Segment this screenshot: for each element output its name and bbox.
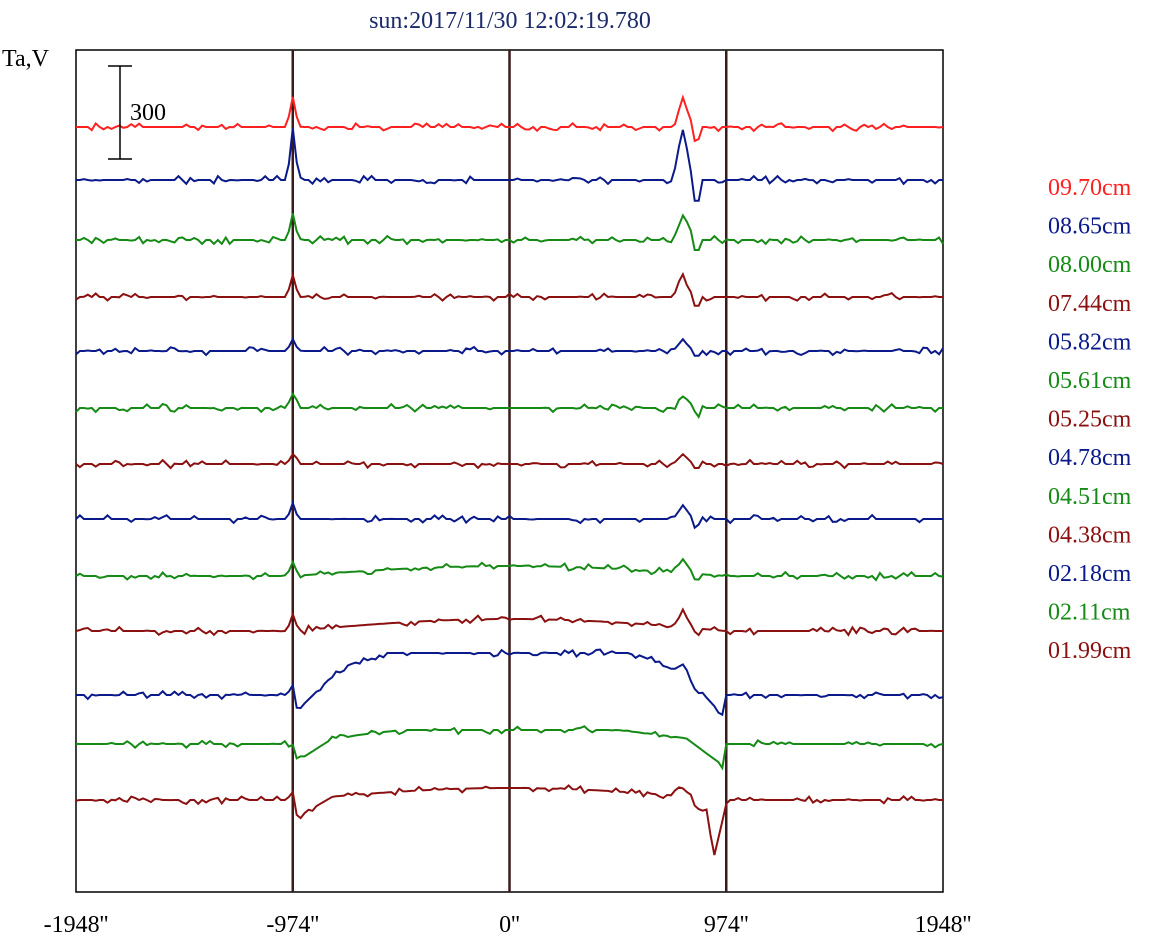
series-line-05.82cm xyxy=(75,336,944,357)
legend-entry-04.38cm: 04.38cm xyxy=(1048,522,1132,548)
legend-entry-08.00cm: 08.00cm xyxy=(1048,252,1132,278)
legend-entry-04.78cm: 04.78cm xyxy=(1048,445,1132,471)
series-line-01.99cm xyxy=(75,784,943,856)
series-line-08.00cm xyxy=(76,213,944,251)
legend-entry-05.82cm: 05.82cm xyxy=(1048,329,1132,355)
series-group xyxy=(75,94,944,856)
x-tick-label-3: 974'' xyxy=(704,912,749,938)
series-line-07.44cm xyxy=(75,271,943,307)
y-axis-label: Ta,V xyxy=(2,46,50,72)
series-line-09.70cm xyxy=(76,94,944,143)
chart-title: sun:2017/11/30 12:02:19.780 xyxy=(369,8,651,34)
x-tick-label-4: 1948'' xyxy=(915,912,972,938)
legend-entry-05.25cm: 05.25cm xyxy=(1048,407,1132,433)
x-tick-label-2: 0'' xyxy=(499,912,520,938)
x-tick-label-0: -1948'' xyxy=(44,912,109,938)
legend-entry-08.65cm: 08.65cm xyxy=(1048,214,1132,240)
series-line-02.11cm xyxy=(75,725,944,771)
series-line-08.65cm xyxy=(76,127,943,202)
x-tick-label-1: -974'' xyxy=(266,912,319,938)
legend-entry-02.11cm: 02.11cm xyxy=(1048,600,1131,626)
series-line-05.61cm xyxy=(75,391,943,420)
legend-entry-04.51cm: 04.51cm xyxy=(1048,484,1132,510)
series-line-02.18cm xyxy=(76,648,944,717)
series-line-04.51cm xyxy=(75,557,944,582)
scale-bar-label: 300 xyxy=(130,100,166,126)
legend-entry-05.61cm: 05.61cm xyxy=(1048,368,1132,394)
series-line-05.25cm xyxy=(75,452,944,470)
limb-lines xyxy=(291,50,728,892)
legend-entry-07.44cm: 07.44cm xyxy=(1048,291,1132,317)
x-tick-labels: -1948'' -974'' 0'' 974'' 1948'' xyxy=(44,912,972,938)
legend-entry-02.18cm: 02.18cm xyxy=(1048,561,1132,587)
legend-entry-09.70cm: 09.70cm xyxy=(1048,175,1132,201)
scale-bar: 300 xyxy=(108,65,166,160)
series-line-04.38cm xyxy=(75,607,943,637)
series-line-04.78cm xyxy=(75,499,943,530)
legend: 09.70cm 08.65cm 08.00cm 07.44cm 05.82cm 05.61… xyxy=(1048,175,1132,664)
legend-entry-01.99cm: 01.99cm xyxy=(1048,638,1132,664)
